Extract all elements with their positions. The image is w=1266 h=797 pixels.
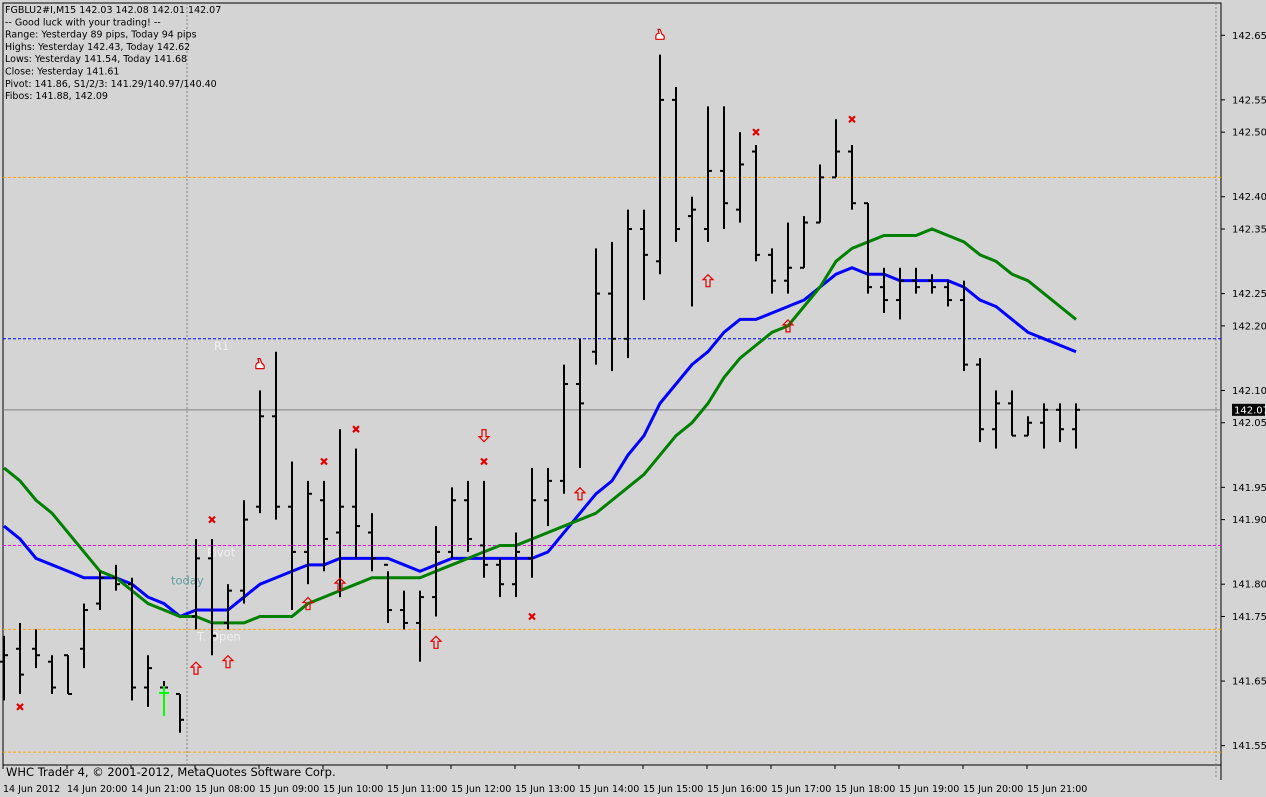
y-tick-label: 142.50 <box>1232 128 1266 139</box>
level-label: Pivot <box>207 545 236 559</box>
y-tick-label: 141.55 <box>1232 741 1266 752</box>
y-tick-label: 141.75 <box>1232 612 1266 623</box>
info-line: Close: Yesterday 141.61 <box>5 67 119 78</box>
x-tick-label: 15 Jun 20:00 <box>963 784 1023 795</box>
y-tick-label: 142.20 <box>1232 321 1266 332</box>
moving-average <box>3 227 1077 625</box>
y-tick-label: 142.35 <box>1232 225 1266 236</box>
y-tick-label: 141.90 <box>1232 515 1266 526</box>
up-arrow <box>429 635 443 649</box>
x-tick-label: 15 Jun 09:00 <box>259 784 319 795</box>
x-tick-label: 15 Jun 21:00 <box>1027 784 1087 795</box>
up-arrow <box>301 596 315 611</box>
level-label: R1 <box>214 339 229 353</box>
moving-average <box>3 266 1077 619</box>
hand-signal <box>255 358 265 370</box>
sell-signal <box>208 515 216 524</box>
sell-signal <box>480 457 488 466</box>
x-tick-label: 15 Jun 14:00 <box>579 784 639 795</box>
x-tick-label: 14 Jun 2012 <box>3 784 60 795</box>
up-arrow <box>701 273 715 288</box>
y-tick-label: 142.25 <box>1232 289 1266 300</box>
y-tick-label: 141.80 <box>1232 580 1266 591</box>
down-arrow <box>477 429 491 443</box>
info-line: Range: Yesterday 89 pips, Today 94 pips <box>5 30 197 41</box>
y-tick-label: 142.05 <box>1232 418 1266 429</box>
info-line: Pivot: 141.86, S1/2/3: 141.29/140.97/140… <box>5 79 217 90</box>
today-label: today <box>171 573 204 587</box>
y-tick-label: 142.55 <box>1232 95 1266 106</box>
current-price-box <box>1232 403 1265 416</box>
grid-layer: R1 Pivot T. Open today <box>3 3 1221 765</box>
x-tick-label: 15 Jun 16:00 <box>707 784 767 795</box>
up-arrow <box>781 319 795 333</box>
sell-signal <box>752 128 760 136</box>
info-line: Fibos: 141.88, 142.09 <box>5 91 108 102</box>
sell-signal <box>16 703 24 711</box>
y-tick-label: 142.10 <box>1232 386 1266 397</box>
y-tick-label: 141.95 <box>1232 483 1266 494</box>
x-tick-label: 15 Jun 13:00 <box>515 784 575 795</box>
y-tick-label: 142.40 <box>1232 192 1266 203</box>
up-arrow <box>333 577 347 591</box>
y-tick-label: 141.65 <box>1232 677 1266 688</box>
x-tick-label: 15 Jun 18:00 <box>835 784 895 795</box>
sell-signal <box>352 425 360 433</box>
up-arrow <box>189 661 203 675</box>
up-arrow <box>221 654 235 669</box>
x-tick-label: 15 Jun 15:00 <box>643 784 703 795</box>
x-tick-label: 15 Jun 11:00 <box>387 784 447 795</box>
sell-signal <box>848 115 856 124</box>
x-tick-label: 15 Jun 08:00 <box>195 784 255 795</box>
info-line: FGBLU2#I,M15 142.03 142.08 142.01 142.07 <box>5 5 221 16</box>
x-tick-label: 15 Jun 10:00 <box>323 784 383 795</box>
x-tick-label: 15 Jun 17:00 <box>771 784 831 795</box>
info-line: -- Good luck with your trading! -- <box>5 17 161 28</box>
marks-layer <box>0 28 1080 733</box>
sell-signal <box>320 457 328 466</box>
info-line: Lows: Yesterday 141.54, Today 141.68 <box>5 54 187 65</box>
info-line: Highs: Yesterday 142.43, Today 142.62 <box>5 42 190 53</box>
x-tick-label: 14 Jun 21:00 <box>131 784 191 795</box>
current-price-label: 142.07 <box>1234 405 1266 416</box>
up-arrow <box>573 486 587 501</box>
x-tick-label: 15 Jun 19:00 <box>899 784 959 795</box>
level-label: T. Open <box>196 629 241 643</box>
x-tick-label: 14 Jun 20:00 <box>67 784 127 795</box>
hand-signal <box>655 28 665 40</box>
x-tick-label: 15 Jun 12:00 <box>451 784 511 795</box>
green-cross <box>159 685 169 716</box>
sell-signal <box>528 612 536 621</box>
footer: WHC Trader 4, © 2001-2012, MetaQuotes So… <box>6 765 336 779</box>
plot-frame <box>2 2 1222 766</box>
y-tick-label: 142.65 <box>1232 31 1266 42</box>
